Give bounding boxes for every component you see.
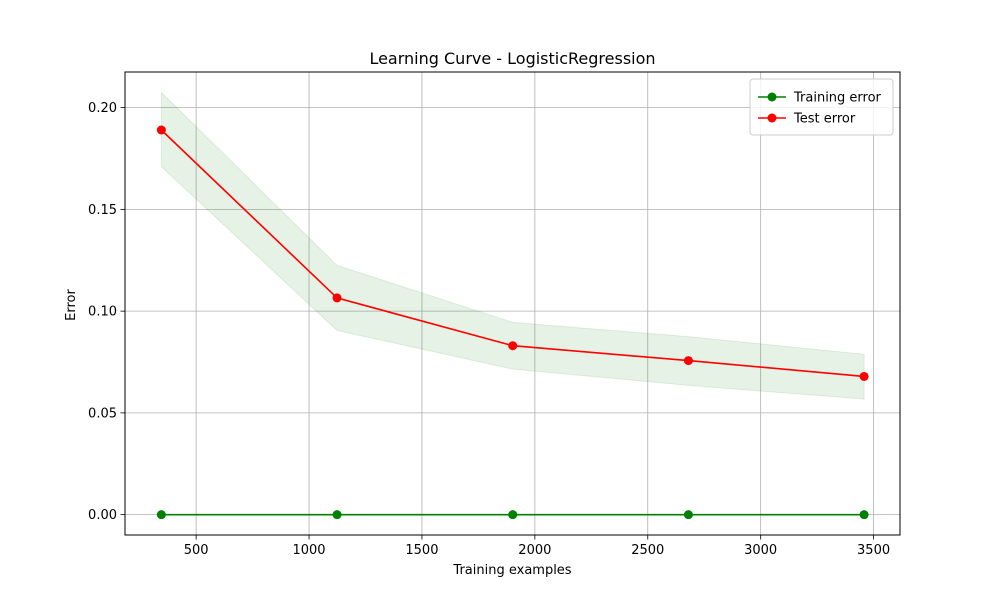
- axis-ticks: 500 1000 1500 2000 2500 3000 3500 0.00 0.05 0.10 0…: [88, 101, 890, 558]
- chart-title: Learning Curve - LogisticRegression: [369, 49, 655, 68]
- legend-training-error-label: Training error: [793, 91, 882, 106]
- x-tick-label: 500: [184, 543, 209, 558]
- y-tick-label: 0.20: [88, 101, 117, 116]
- test-error-band: [160, 91, 865, 400]
- training-error-point: [508, 510, 518, 520]
- test-error-point: [859, 371, 869, 381]
- legend-training-error-marker: [767, 92, 777, 102]
- x-tick-label: 1500: [405, 543, 438, 558]
- training-error-point: [859, 510, 869, 520]
- x-tick-label: 2500: [631, 543, 664, 558]
- x-tick-label: 3500: [857, 543, 890, 558]
- training-error-point: [156, 510, 166, 520]
- training-error-point: [332, 510, 342, 520]
- legend-test-error-label: Test error: [793, 112, 856, 127]
- y-tick-label: 0.10: [88, 305, 117, 320]
- test-error-point: [683, 356, 693, 366]
- x-axis-label: Training examples: [452, 563, 571, 578]
- test-error-point: [332, 293, 342, 303]
- x-tick-label: 2000: [518, 543, 551, 558]
- test-error-point: [156, 125, 166, 135]
- y-tick-label: 0.00: [88, 508, 117, 523]
- x-tick-label: 1000: [292, 543, 325, 558]
- legend: Training error Test error: [749, 78, 894, 136]
- plot-area-frame: [124, 71, 901, 536]
- x-tick-label: 3000: [744, 543, 777, 558]
- y-tick-label: 0.05: [88, 406, 117, 421]
- training-error-point: [683, 510, 693, 520]
- legend-box: [749, 78, 894, 136]
- legend-test-error-marker: [767, 113, 777, 123]
- y-tick-label: 0.15: [88, 203, 117, 218]
- test-error-point: [508, 341, 518, 351]
- error-band-layer: [160, 91, 865, 400]
- y-axis-label: Error: [64, 289, 79, 321]
- series-layer: [156, 125, 869, 520]
